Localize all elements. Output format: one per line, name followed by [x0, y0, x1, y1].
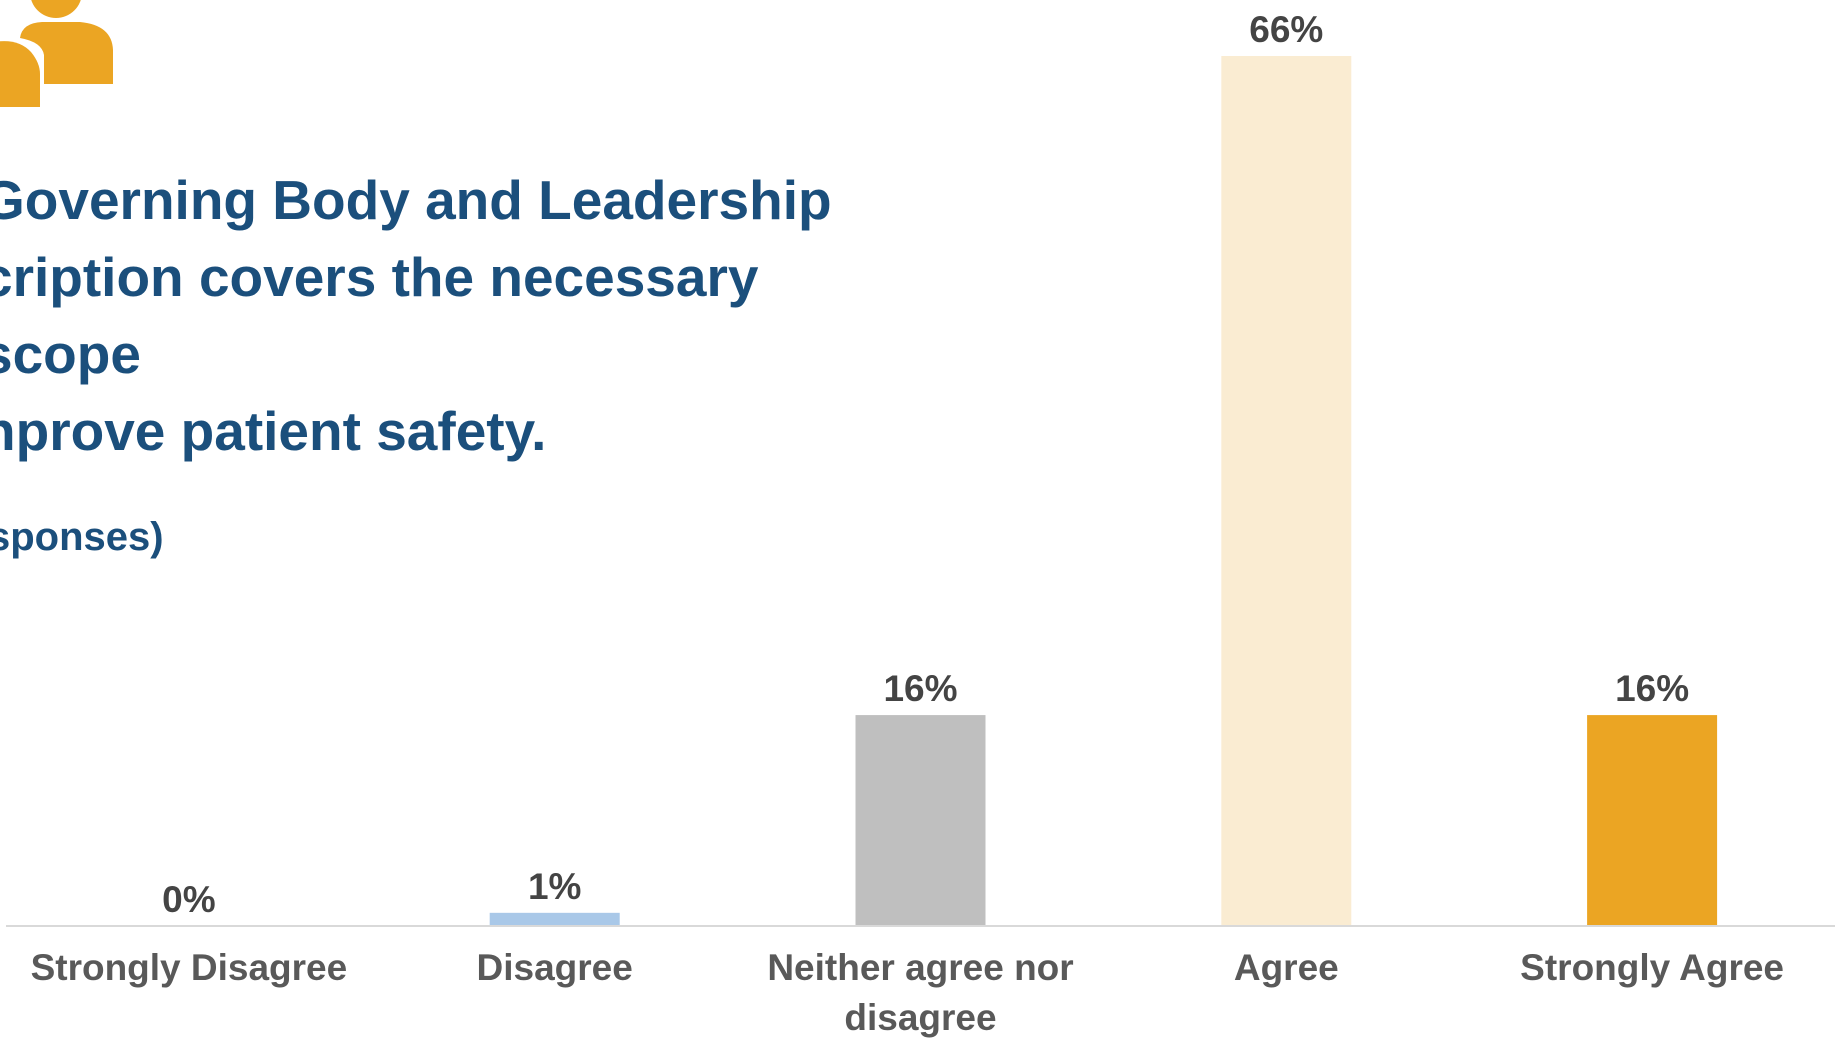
value-label-2: 16% [883, 668, 957, 709]
category-label-line: Strongly Disagree [31, 947, 348, 988]
value-label-3: 66% [1249, 9, 1323, 50]
category-label-line: Disagree [477, 947, 633, 988]
category-label-line: Agree [1234, 947, 1339, 988]
category-label-line: Strongly Agree [1520, 947, 1784, 988]
person-body-back [20, 22, 113, 84]
people-icon [0, 0, 113, 107]
category-label-2: Neither agree nor disagree [767, 947, 1073, 1038]
responses-note: sponses) [0, 515, 164, 559]
value-label-0: 0% [162, 879, 215, 920]
person-body-front [0, 41, 40, 107]
person-head-back [31, 0, 81, 18]
category-labels-group: Strongly Disagree Disagree Neither agree n… [31, 947, 1784, 1038]
bar-3 [1221, 56, 1352, 926]
value-label-4: 16% [1615, 668, 1689, 709]
question-title-line: cription covers the necessary scope [0, 246, 759, 385]
bar-1 [489, 912, 620, 926]
category-label-1: Disagree [477, 947, 633, 988]
bars-group [489, 56, 1718, 926]
question-title: Governing Body and Leadership cription co… [0, 162, 922, 470]
question-title-line: Governing Body and Leadership [0, 169, 832, 231]
value-label-1: 1% [528, 866, 581, 907]
category-label-3: Agree [1234, 947, 1339, 988]
question-title-line: nprove patient safety. [0, 400, 547, 462]
category-label-0: Strongly Disagree [31, 947, 348, 988]
category-label-line: disagree [844, 997, 996, 1038]
bar-4 [1587, 715, 1718, 926]
bar-2 [855, 715, 986, 926]
category-label-4: Strongly Agree [1520, 947, 1784, 988]
value-labels-group: 0% 1% 16% 66% 16% [162, 9, 1689, 920]
category-label-line: Neither agree nor [767, 947, 1073, 988]
